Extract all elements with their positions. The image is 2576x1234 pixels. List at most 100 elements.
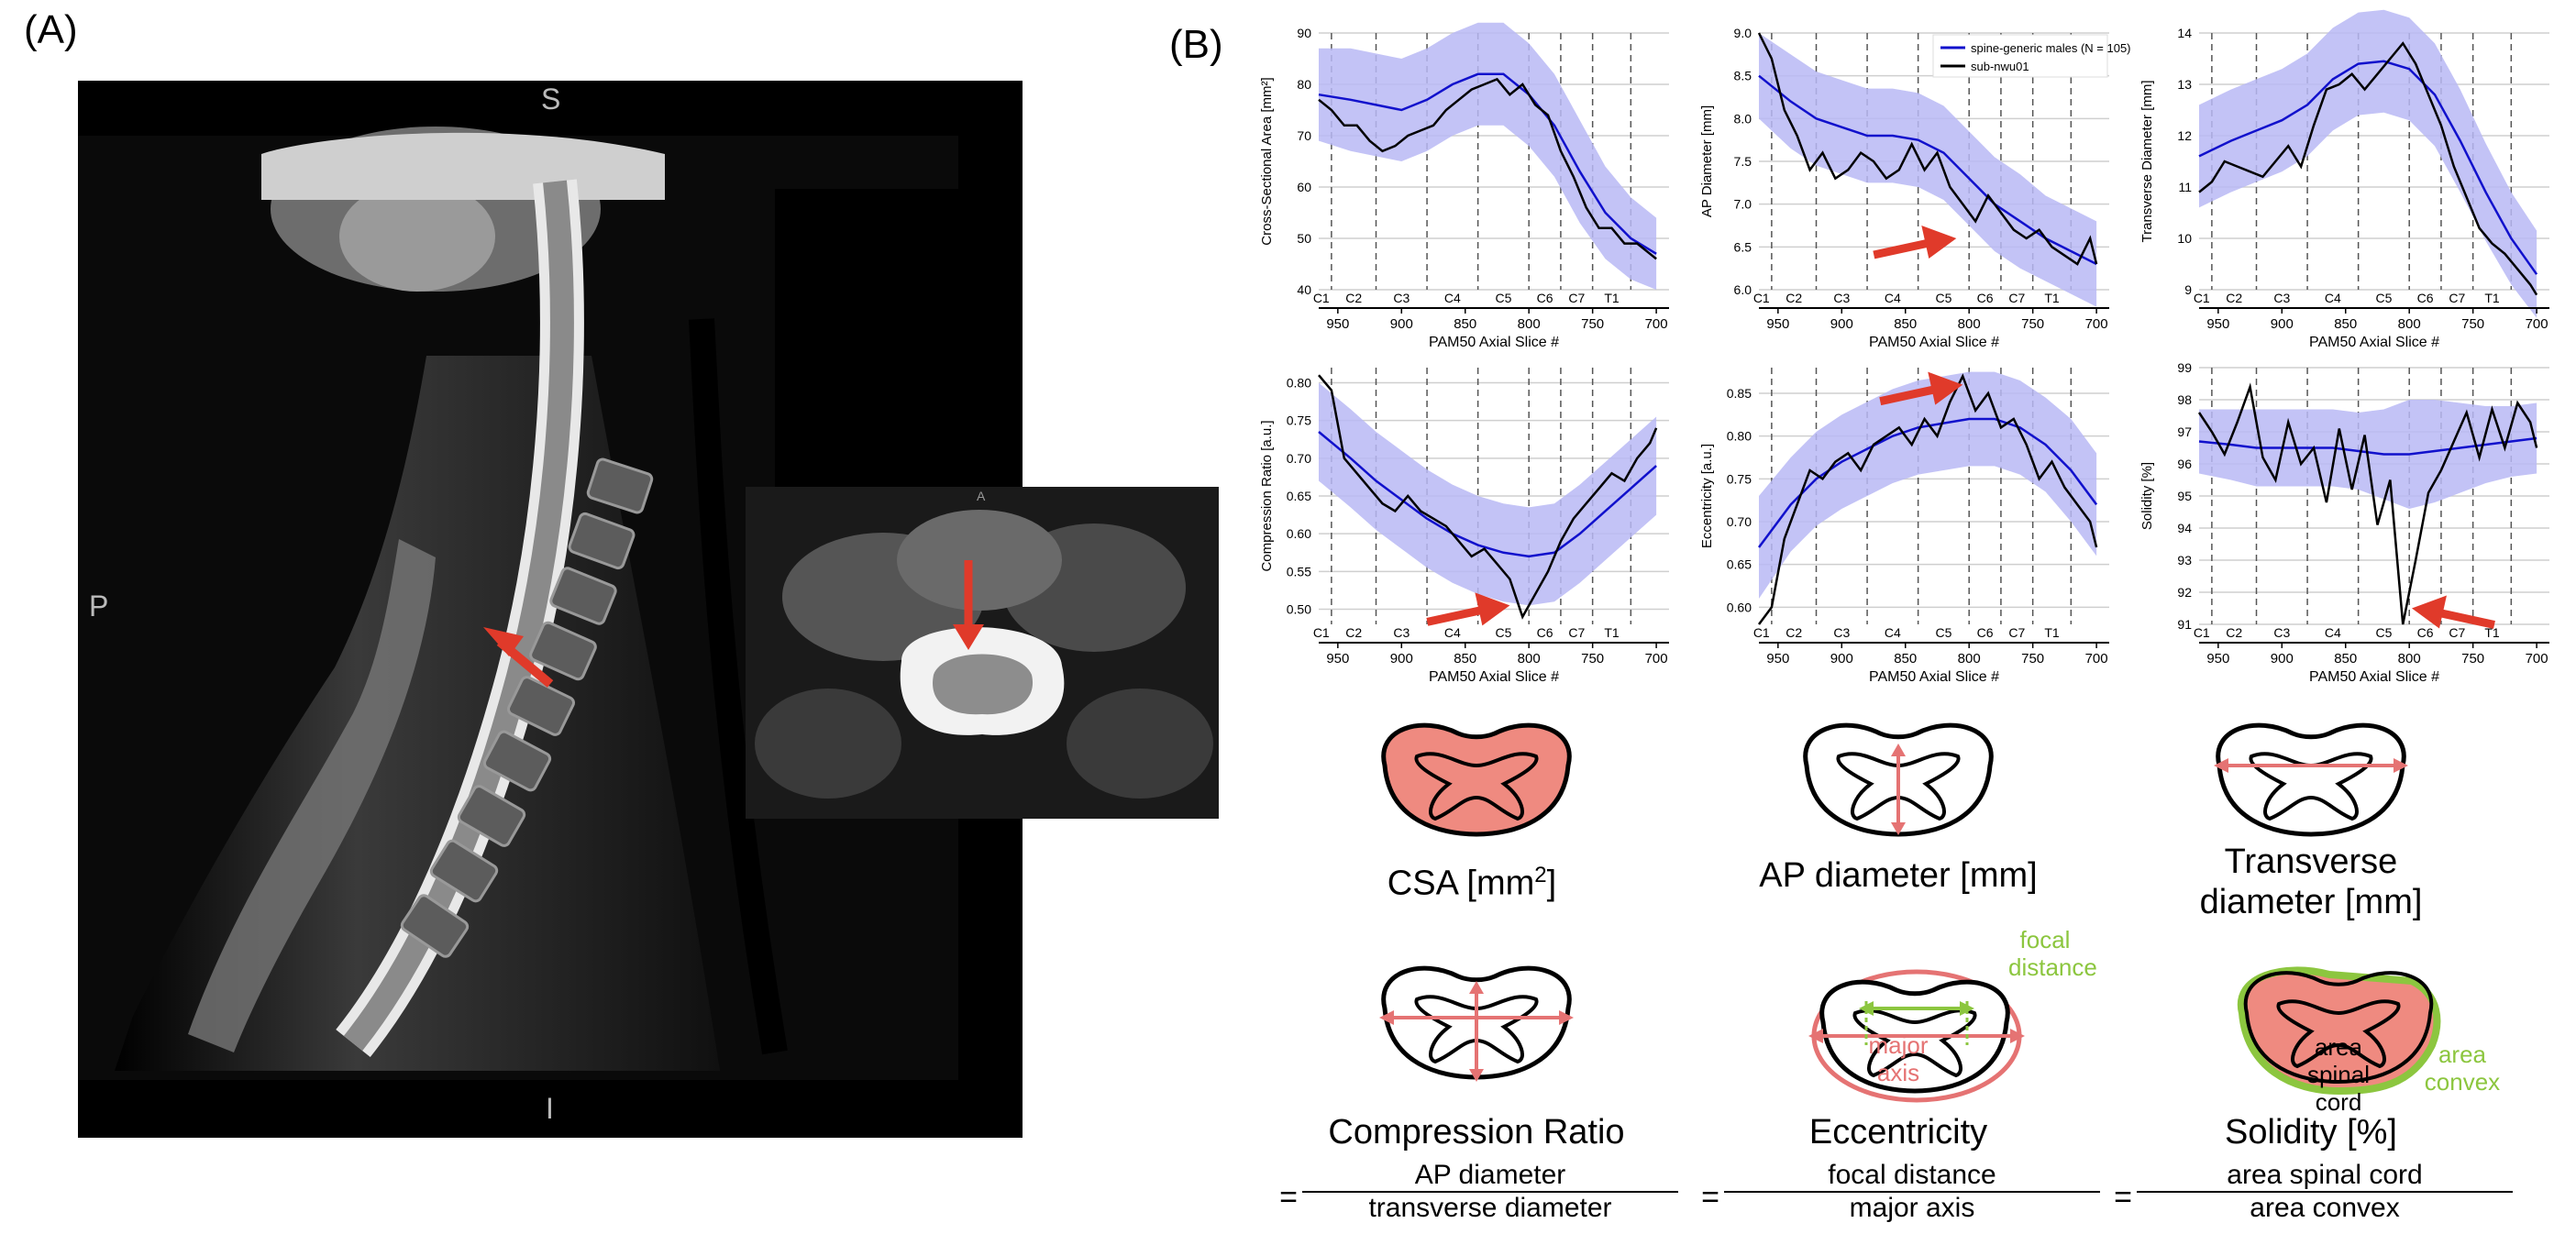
y-axis-label: Cross-Sectional Area [mm²] <box>1259 77 1275 245</box>
level-label: C6 <box>2417 625 2434 640</box>
y-axis-label: Solidity [%] <box>2139 462 2155 530</box>
ap-diameter-icon <box>1788 711 2008 876</box>
y-tick-label: 7.5 <box>1734 154 1752 169</box>
level-label: C4 <box>1885 625 1901 640</box>
level-label: C1 <box>1313 291 1330 305</box>
y-tick-label: 90 <box>1297 26 1311 40</box>
caption-csa: CSA [mm2] <box>1387 863 1557 903</box>
x-tick-label: 700 <box>2085 651 2108 667</box>
orientation-posterior: P <box>89 589 109 623</box>
level-label: C5 <box>2375 625 2392 640</box>
y-tick-label: 13 <box>2177 77 2192 92</box>
x-tick-label: 750 <box>2021 651 2044 667</box>
equals-sign: = <box>1701 1180 1719 1215</box>
y-tick-label: 91 <box>2177 617 2192 632</box>
y-tick-label: 9.0 <box>1734 26 1752 40</box>
label-major-axis: major axis <box>1868 1031 1929 1086</box>
level-label: C2 <box>1345 625 1362 640</box>
panel-label-b: (B) <box>1169 22 1223 67</box>
y-tick-label: 96 <box>2177 457 2192 471</box>
level-label: C7 <box>2449 291 2465 305</box>
chart-transverse-diameter: 9 10 11 12 13 14 C1 C2 C3 C4 C5 C6 C7 T1 950 900 850 800 7… <box>2128 9 2576 359</box>
level-label: C6 <box>1977 625 1994 640</box>
x-tick-label: 850 <box>1454 651 1476 667</box>
y-tick-label: 50 <box>1297 231 1311 246</box>
level-label: T1 <box>1604 625 1620 640</box>
x-tick-label: 900 <box>2271 651 2294 667</box>
red-arrow-head <box>1475 592 1510 626</box>
level-label: C7 <box>1568 291 1585 305</box>
equals-sign: = <box>2114 1180 2132 1215</box>
x-tick-label: 700 <box>2526 651 2548 667</box>
x-axis-label: PAM50 Axial Slice # <box>1429 669 1559 685</box>
level-label: C6 <box>1537 291 1553 305</box>
axial-mri-drawing <box>746 487 1219 819</box>
series-males-mean <box>1757 417 2098 548</box>
formula-solidity: = area spinal cord area convex <box>2109 1160 2513 1224</box>
red-arrow-shaft <box>2438 609 2495 629</box>
y-tick-label: 12 <box>2177 128 2192 143</box>
std-band <box>1319 382 1657 606</box>
y-tick-label: 0.60 <box>1287 526 1311 541</box>
x-tick-label: 950 <box>1766 316 1789 332</box>
level-label: C4 <box>1885 291 1901 305</box>
x-tick-label: 800 <box>1958 316 1981 332</box>
y-tick-label: 11 <box>2178 180 2192 194</box>
level-label: C7 <box>2449 625 2465 640</box>
level-label: C3 <box>1833 625 1850 640</box>
legend-box <box>1932 34 2108 78</box>
level-label: C4 <box>1444 625 1461 640</box>
x-tick-label: 950 <box>1766 651 1789 667</box>
std-band <box>1319 22 1657 291</box>
caption-eccentricity: Eccentricity <box>1808 1113 1988 1151</box>
level-label: C5 <box>1495 291 1511 305</box>
y-tick-label: 6.5 <box>1734 239 1752 254</box>
solidity-icon <box>2228 958 2449 1123</box>
y-tick-label: 7.0 <box>1734 197 1752 212</box>
y-axis-label: Eccentricity [a.u.] <box>1699 444 1715 548</box>
y-tick-label: 0.70 <box>1287 451 1311 466</box>
y-tick-label: 94 <box>2177 521 2192 535</box>
x-tick-label: 750 <box>1581 316 1604 332</box>
level-label: C2 <box>1786 291 1802 305</box>
std-band <box>1759 371 2097 599</box>
y-tick-label: 6.0 <box>1734 282 1752 297</box>
caption-solidity: Solidity [%] <box>2225 1113 2397 1151</box>
formula-denominator: transverse diameter <box>1302 1191 1678 1224</box>
axial-orientation-anterior: A <box>977 489 986 503</box>
red-arrow-shaft <box>1873 238 1930 259</box>
x-tick-label: 800 <box>2398 316 2421 332</box>
level-label: C7 <box>2008 625 2025 640</box>
x-axis-label: PAM50 Axial Slice # <box>1869 335 1999 350</box>
equals-sign: = <box>1279 1180 1298 1215</box>
caption-ap-diameter: AP diameter [mm] <box>1759 856 2038 895</box>
x-axis-label: PAM50 Axial Slice # <box>1869 669 1999 685</box>
x-tick-label: 850 <box>2334 316 2357 332</box>
formula-numerator: focal distance <box>1828 1160 1996 1190</box>
level-label: C3 <box>2273 625 2290 640</box>
y-tick-label: 0.75 <box>1287 413 1311 428</box>
y-tick-label: 0.65 <box>1287 489 1311 503</box>
level-label: C5 <box>1935 291 1951 305</box>
level-label: T1 <box>1604 291 1620 305</box>
y-tick-label: 93 <box>2177 553 2192 567</box>
x-tick-label: 900 <box>1830 651 1853 667</box>
red-arrow <box>1879 371 1963 406</box>
orientation-inferior: I <box>546 1092 554 1125</box>
y-tick-label: 8.5 <box>1734 69 1752 83</box>
series-subject <box>2198 41 2538 296</box>
y-tick-label: 0.60 <box>1727 600 1752 614</box>
x-tick-label: 900 <box>1390 651 1413 667</box>
x-tick-label: 700 <box>2085 316 2108 332</box>
x-tick-label: 900 <box>1390 316 1413 332</box>
y-tick-label: 95 <box>2177 489 2192 503</box>
level-label: C1 <box>1753 291 1770 305</box>
chart-compression-ratio: 0.50 0.55 0.60 0.65 0.70 0.75 0.80 C1 C2 C3 C4 C5 C6… <box>1247 355 1697 694</box>
level-label: C4 <box>2325 625 2341 640</box>
transverse-diameter-icon <box>2201 711 2421 876</box>
level-label: C6 <box>1977 291 1994 305</box>
level-label: C7 <box>2008 291 2025 305</box>
red-arrow-shaft <box>1879 385 1937 406</box>
level-label: C2 <box>1786 625 1802 640</box>
legend-label-males: spine-generic males (N = 105) <box>1971 41 2131 55</box>
